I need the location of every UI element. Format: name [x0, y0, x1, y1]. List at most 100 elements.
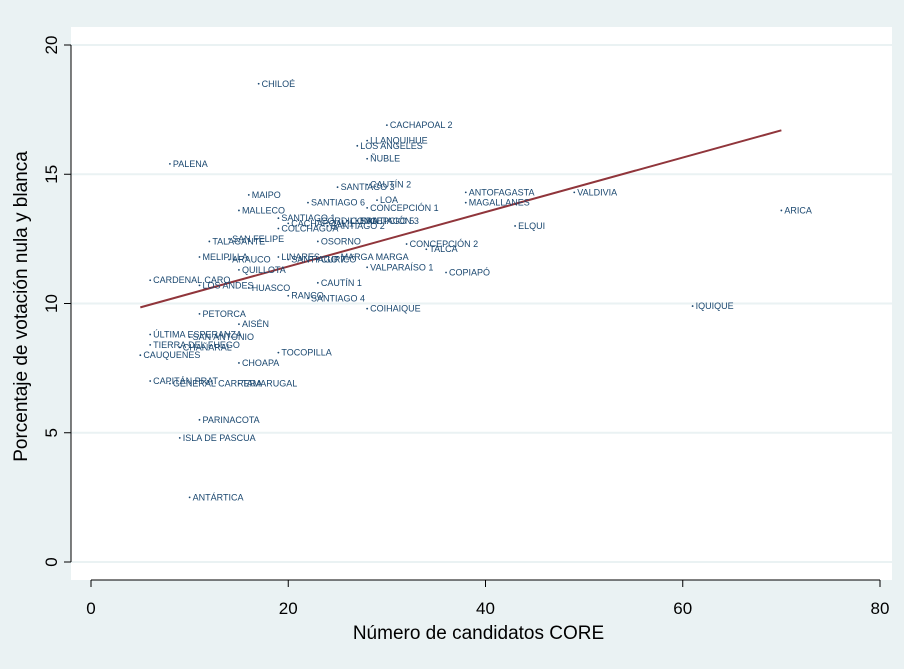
data-point-label-47: PETORCA	[202, 309, 245, 319]
data-point-11	[376, 199, 378, 202]
data-point-15	[780, 209, 783, 212]
data-point-17	[277, 217, 280, 220]
data-point-8	[464, 191, 467, 194]
data-point-label-25: SAN FELIPE	[232, 234, 284, 244]
data-point-2	[366, 139, 369, 142]
data-point-32	[228, 258, 230, 261]
data-point-3	[356, 144, 359, 147]
data-point-27	[208, 240, 211, 243]
data-point-label-50: SAN ANTONIO	[193, 332, 254, 342]
data-point-label-58: TAMARUGAL	[242, 379, 297, 389]
data-point-20	[356, 219, 359, 222]
data-point-label-27: TALAGANTE	[212, 236, 265, 246]
data-point-label-39: CARDENAL CARO	[153, 275, 230, 285]
data-point-52	[178, 346, 181, 349]
data-point-12	[464, 201, 467, 204]
data-point-58	[238, 382, 240, 385]
data-point-9	[573, 191, 576, 194]
data-point-label-48: AISÉN	[242, 319, 269, 329]
data-point-label-61: ANTÁRTICA	[193, 492, 244, 502]
data-point-label-40: LOS ANDES	[202, 280, 253, 290]
data-point-13	[307, 201, 309, 204]
data-point-53	[277, 351, 280, 354]
data-point-label-8: ANTOFAGASTA	[469, 187, 535, 197]
data-point-14	[366, 206, 369, 209]
data-point-4	[366, 157, 369, 160]
data-point-label-13: SANTIAGO 6	[311, 198, 365, 208]
data-point-label-2: LLANQUIHUE	[370, 136, 428, 146]
data-point-label-7: SANTIAGO 3	[341, 182, 395, 192]
data-point-label-57: GENERAL CARRERA	[173, 379, 262, 389]
data-point-label-49: ÚLTIMA ESPERANZA	[153, 330, 242, 340]
data-point-44	[307, 297, 309, 300]
data-point-54	[139, 354, 142, 357]
data-point-label-46: COIHAIQUE	[370, 304, 421, 314]
data-point-label-29: TALCA	[429, 244, 457, 254]
data-point-33	[287, 258, 290, 261]
y-axis-title: Porcentaje de votación nula y blanca	[11, 151, 32, 462]
data-point-1	[385, 124, 388, 127]
data-point-55	[238, 362, 240, 364]
data-point-0	[257, 82, 260, 85]
data-point-label-9: VALDIVIA	[577, 187, 617, 197]
data-point-7	[336, 186, 339, 189]
data-point-label-44: SANTIAGO 4	[311, 293, 365, 303]
data-point-label-6: CAUTÍN 2	[370, 180, 411, 190]
data-point-label-0: CHILOÉ	[262, 79, 296, 89]
data-point-label-59: PARINACOTA	[202, 415, 259, 425]
data-point-label-14: CONCEPCIÓN 1	[370, 203, 439, 213]
data-point-label-28: CONCEPCIÓN 2	[410, 239, 479, 249]
data-point-label-31: LINARES	[281, 252, 320, 262]
data-point-43	[287, 294, 290, 297]
data-point-41	[316, 281, 319, 284]
data-point-label-53: TOCOPILLA	[281, 348, 331, 358]
data-point-label-52: CHAÑARAL	[183, 342, 232, 352]
data-point-label-41: CAUTÍN 1	[321, 278, 362, 288]
data-point-21	[287, 222, 290, 225]
data-point-label-15: ARICA	[784, 205, 812, 215]
data-point-label-4: ÑUBLE	[370, 154, 400, 164]
data-point-label-1: CACHAPOAL 2	[390, 120, 453, 130]
data-point-label-55: CHOAPA	[242, 358, 279, 368]
data-point-29	[425, 248, 428, 251]
data-point-label-42: HUASCO	[252, 283, 291, 293]
data-point-28	[405, 243, 408, 245]
data-point-label-12: MAGALLANES	[469, 198, 530, 208]
data-point-42	[247, 287, 250, 289]
data-point-label-19: CONCEPCIÓN 3	[350, 216, 419, 226]
x-axis-title: Número de candidatos CORE	[353, 623, 604, 644]
x-tick-label-80: 80	[871, 599, 890, 618]
data-point-label-11: LOA	[380, 195, 398, 205]
data-point-60	[178, 437, 181, 439]
data-point-46	[366, 307, 369, 310]
data-point-5	[169, 163, 171, 165]
x-tick-label-60: 60	[673, 599, 692, 618]
data-point-label-45: IQUIQUE	[696, 301, 734, 311]
data-point-40	[198, 284, 201, 287]
data-point-18	[316, 219, 319, 222]
data-point-24	[277, 227, 280, 230]
x-tick-label-40: 40	[476, 599, 495, 618]
data-point-30	[198, 256, 201, 258]
data-point-label-3: LOS ANGELES	[360, 141, 423, 151]
data-point-48	[238, 323, 240, 326]
data-point-35	[316, 258, 319, 261]
fit-line	[140, 129, 782, 309]
data-point-45	[691, 305, 694, 307]
data-point-39	[149, 279, 152, 282]
data-point-label-20: SANTIAGO 5	[360, 216, 414, 226]
data-point-19	[346, 219, 349, 222]
data-point-label-30: MELIPILLA	[202, 252, 248, 262]
data-point-label-16: MALLECO	[242, 205, 285, 215]
y-tick-label-0: 0	[42, 557, 61, 566]
data-point-59	[198, 418, 201, 421]
data-point-36	[366, 266, 369, 269]
x-tick-label-0: 0	[86, 599, 95, 618]
data-point-label-54: CAUQUENES	[143, 350, 200, 360]
data-point-label-18: CORDILLERA	[321, 216, 379, 226]
data-point-label-60: ISLA DE PASCUA	[183, 433, 256, 443]
data-point-61	[188, 496, 191, 499]
data-point-38	[445, 271, 447, 274]
